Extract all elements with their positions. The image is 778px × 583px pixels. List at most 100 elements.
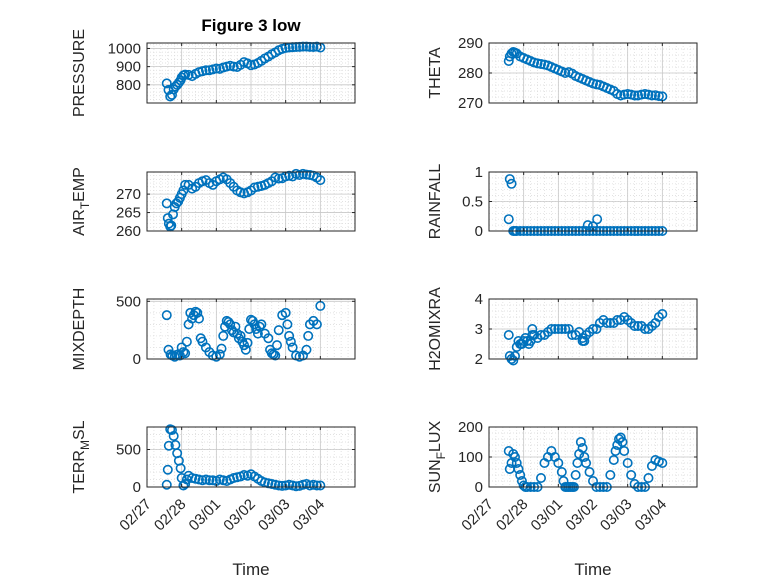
y-tick-label: 0 xyxy=(133,351,141,368)
data-point xyxy=(252,328,263,339)
data-point xyxy=(579,335,590,346)
x-tick-label: 03/02 xyxy=(562,496,601,535)
data-point xyxy=(211,63,222,74)
data-point xyxy=(577,442,588,453)
y-tick-label: 1 xyxy=(475,164,483,181)
data-point xyxy=(575,436,586,447)
data-point xyxy=(582,220,593,231)
subplot-h2omixra: 2 3 4 H2OMIXRA xyxy=(427,287,698,371)
data-point xyxy=(200,65,211,76)
data-point xyxy=(225,319,236,330)
data-point xyxy=(181,336,192,347)
y-tick-label: 1000 xyxy=(108,40,141,57)
data-point xyxy=(166,89,177,100)
data-point xyxy=(192,307,203,318)
data-point xyxy=(256,319,267,330)
data-point xyxy=(515,469,526,480)
y-tick-label: 200 xyxy=(458,419,483,436)
y-tick-label: 500 xyxy=(116,442,141,459)
data-point xyxy=(556,466,567,477)
data-point xyxy=(303,330,314,341)
data-point xyxy=(579,451,590,462)
data-point xyxy=(315,480,326,491)
data-series xyxy=(161,168,326,232)
data-point xyxy=(175,463,186,474)
y-tick-label: 800 xyxy=(116,77,141,94)
y-axis-label: THETA xyxy=(427,47,444,99)
data-point xyxy=(263,333,274,344)
x-tick-label: 03/01 xyxy=(528,496,567,535)
data-point xyxy=(511,457,522,468)
data-point xyxy=(653,91,664,102)
data-point xyxy=(218,330,229,341)
data-point xyxy=(508,355,519,366)
y-tick-label: 0 xyxy=(475,223,483,240)
data-point xyxy=(161,479,172,490)
y-tick-label: 500 xyxy=(116,293,141,310)
data-point xyxy=(180,69,191,80)
y-axis-label: MIXDEPTH xyxy=(71,288,88,371)
data-point xyxy=(180,348,191,359)
data-point xyxy=(270,350,281,361)
y-tick-label: 265 xyxy=(116,205,141,222)
x-tick-label: 02/27 xyxy=(116,496,155,535)
data-point xyxy=(509,451,520,462)
data-point xyxy=(619,445,630,456)
data-point xyxy=(570,469,581,480)
data-point xyxy=(546,323,557,334)
data-point xyxy=(584,466,595,477)
data-point xyxy=(549,323,560,334)
subplot-rainfall: 0 0.5 1 RAINFALL xyxy=(427,164,698,240)
data-point xyxy=(601,317,612,328)
data-point xyxy=(301,344,312,355)
data-point xyxy=(646,90,657,101)
data-point xyxy=(629,90,640,101)
data-point xyxy=(291,481,302,492)
data-point xyxy=(273,325,284,336)
y-tick-label: 0 xyxy=(475,479,483,496)
data-point xyxy=(163,440,174,451)
data-point xyxy=(560,323,571,334)
data-point xyxy=(513,463,524,474)
data-point xyxy=(629,320,640,331)
data-point xyxy=(282,319,293,330)
data-point xyxy=(166,424,177,435)
y-axis-label: AIRTEMP xyxy=(71,167,92,236)
figure-title: Figure 3 low xyxy=(201,16,301,35)
data-series xyxy=(503,308,668,366)
data-point xyxy=(503,329,514,340)
data-point xyxy=(622,457,633,468)
data-point xyxy=(615,432,626,443)
data-point xyxy=(194,313,205,324)
data-point xyxy=(657,308,668,319)
data-point xyxy=(605,469,616,480)
data-point xyxy=(271,340,282,351)
y-tick-label: 290 xyxy=(458,35,483,52)
data-point xyxy=(311,319,322,330)
x-tick-label: 03/03 xyxy=(255,496,294,535)
data-point xyxy=(527,323,538,334)
data-point xyxy=(506,178,517,189)
data-series xyxy=(161,41,326,102)
data-point xyxy=(273,480,284,491)
data-point xyxy=(626,469,637,480)
data-point xyxy=(553,457,564,468)
x-tick-label: 03/04 xyxy=(290,496,329,535)
data-point xyxy=(228,61,239,72)
subplot-mixdepth: 0 500 MIXDEPTH xyxy=(71,288,356,371)
data-point xyxy=(287,342,298,353)
data-point xyxy=(311,480,322,491)
data-point xyxy=(556,323,567,334)
x-tick-label: 03/01 xyxy=(186,496,225,535)
data-point xyxy=(161,198,172,209)
x-tick-label: 02/28 xyxy=(151,496,190,535)
data-point xyxy=(223,317,234,328)
y-tick-label: 0.5 xyxy=(462,194,483,211)
data-point xyxy=(657,457,668,468)
y-axis-label: H2OMIXRA xyxy=(427,287,444,371)
y-tick-label: 900 xyxy=(116,59,141,76)
data-point xyxy=(273,173,284,184)
